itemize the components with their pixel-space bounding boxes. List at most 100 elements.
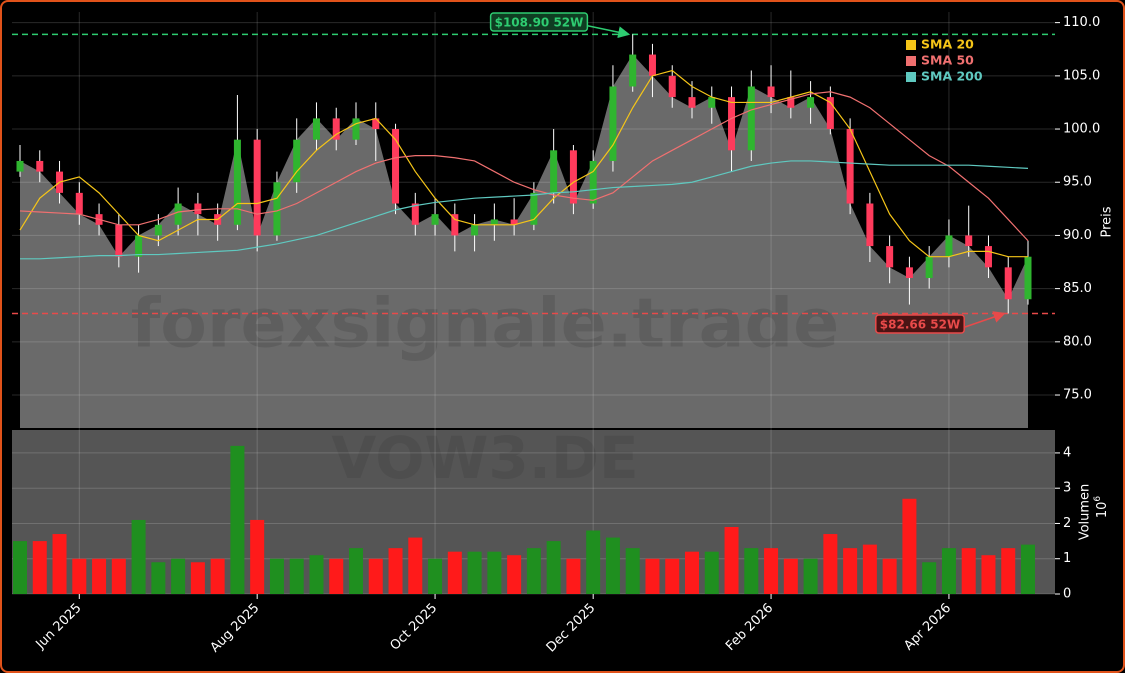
candle-body	[550, 150, 558, 193]
candle-body	[826, 97, 834, 130]
volume-bar	[645, 558, 660, 594]
y-tick-label: 1	[1063, 551, 1071, 566]
candle-body	[965, 235, 973, 247]
candle-body	[451, 214, 459, 236]
volume-bar	[368, 558, 383, 594]
legend-label: SMA 20	[921, 37, 974, 52]
candle-body	[372, 118, 380, 130]
volume-bar	[13, 541, 27, 594]
y-axis-label: Volumen	[1078, 484, 1093, 541]
candle-body	[688, 97, 696, 108]
x-tick-label: Oct 2025	[388, 601, 441, 654]
volume-bar	[961, 548, 976, 594]
y-tick-label: 95.0	[1063, 175, 1092, 190]
candle-body	[16, 160, 24, 172]
candle-body	[174, 203, 182, 225]
volume-bar	[92, 558, 107, 594]
volume-bar	[408, 537, 423, 594]
volume-bar	[526, 548, 541, 594]
volume-bar	[764, 548, 779, 594]
candle-body	[708, 97, 716, 108]
y-tick-label: 105.0	[1063, 68, 1100, 83]
annotation-label: $82.66 52W	[880, 318, 960, 332]
volume-bar	[507, 555, 522, 594]
volume-bar	[902, 498, 917, 594]
volume-bar	[230, 445, 245, 594]
volume-bar	[665, 558, 680, 594]
candle-body	[807, 97, 815, 108]
volume-bar	[151, 562, 166, 594]
candle-body	[75, 192, 83, 215]
volume-bar	[32, 541, 47, 594]
candle-body	[1024, 256, 1032, 300]
candle-body	[411, 203, 419, 225]
candle-body	[352, 118, 360, 140]
volume-bar	[586, 530, 601, 594]
volume-bar	[625, 548, 640, 594]
candle-body	[945, 235, 953, 257]
volume-bar	[724, 526, 739, 594]
y-tick-label: 2	[1063, 516, 1071, 531]
sma-line	[19, 69, 1028, 258]
volume-bar	[467, 551, 482, 594]
candle-body	[787, 97, 795, 108]
volume-bar	[428, 558, 443, 594]
legend-swatch	[906, 40, 916, 50]
candle-body	[629, 54, 637, 87]
candle-body	[194, 203, 202, 215]
annotation-label: $108.90 52W	[495, 16, 584, 30]
candle-body	[1004, 267, 1012, 300]
candle-body	[767, 86, 775, 98]
volume-bar	[981, 555, 996, 594]
legend-swatch	[906, 72, 916, 82]
sma-line	[19, 91, 1029, 242]
volume-bar	[269, 558, 284, 594]
y-tick-label: 4	[1063, 445, 1071, 460]
y-tick-label: 100.0	[1063, 122, 1100, 137]
volume-bar	[309, 555, 324, 594]
volume-scale-exponent: 6	[1093, 496, 1103, 502]
volume-bar	[72, 558, 87, 594]
y-tick-label: 85.0	[1063, 281, 1092, 296]
volume-bar	[823, 534, 838, 594]
volume-bar	[744, 548, 759, 594]
sma-line	[20, 160, 1029, 260]
volume-bar	[783, 558, 798, 594]
x-tick-label: Aug 2025	[208, 601, 263, 656]
volume-bar	[52, 534, 67, 594]
volume-scale: 106	[1093, 496, 1110, 519]
close-area	[20, 54, 1028, 428]
volume-bar	[210, 558, 225, 594]
candle-body	[589, 160, 597, 204]
candle-body	[905, 267, 913, 278]
y-tick-label: 80.0	[1063, 334, 1092, 349]
candle-body	[510, 219, 518, 225]
annotation-box	[875, 314, 965, 334]
volume-bar	[803, 558, 818, 594]
candle-body	[846, 129, 854, 204]
y-tick-label: 0	[1063, 587, 1071, 602]
watermark: forexsignale.trade	[131, 285, 840, 364]
candle-body	[431, 214, 439, 225]
candle-body	[925, 256, 933, 278]
legend-label: SMA 50	[921, 53, 974, 68]
volume-bar	[922, 562, 937, 594]
candle-body	[490, 219, 498, 225]
candle-body	[154, 224, 162, 236]
candle-body	[609, 86, 617, 161]
candle-body	[530, 192, 538, 225]
volume-bar	[1001, 548, 1016, 594]
x-tick-label: Apr 2026	[901, 601, 954, 654]
volume-bar	[566, 558, 581, 594]
candle-body	[253, 139, 261, 236]
volume-scale-base: 10	[1095, 502, 1110, 519]
volume-bar	[704, 551, 719, 594]
legend-swatch	[906, 56, 916, 66]
volume-bar	[546, 541, 561, 594]
volume-bar	[487, 551, 502, 594]
volume-bar	[605, 537, 620, 594]
candle-body	[332, 118, 340, 140]
volume-bar	[329, 558, 344, 594]
x-tick-label: Jun 2025	[33, 601, 85, 653]
